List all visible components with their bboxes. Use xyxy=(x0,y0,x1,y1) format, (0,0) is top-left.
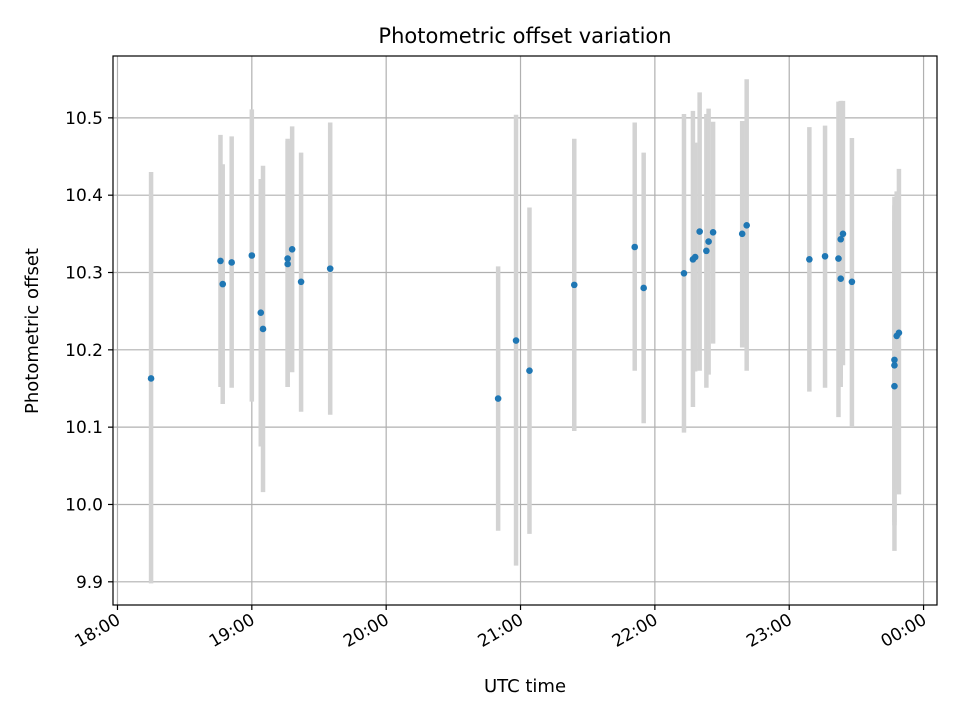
data-point xyxy=(288,246,296,253)
data-point xyxy=(217,257,224,265)
y-tick-label: 10.4 xyxy=(65,186,103,206)
data-point xyxy=(891,382,898,390)
plot-frame xyxy=(112,55,938,606)
data-point xyxy=(835,255,842,262)
data-point xyxy=(259,325,267,333)
data-point xyxy=(738,230,746,238)
x-axis-label: UTC time xyxy=(484,676,566,697)
y-tick-label: 10.1 xyxy=(65,418,103,438)
y-tick-label: 10.5 xyxy=(65,109,103,129)
data-point xyxy=(837,235,845,243)
data-point xyxy=(891,361,898,369)
data-point xyxy=(284,260,291,268)
data-point xyxy=(703,247,710,255)
data-point xyxy=(228,259,235,266)
data-point xyxy=(680,269,688,277)
data-point xyxy=(219,280,227,288)
data-point xyxy=(705,238,712,245)
y-tick-label: 10.0 xyxy=(65,495,103,515)
data-point xyxy=(297,278,305,286)
data-point xyxy=(891,356,898,364)
chart-title: Photometric offset variation xyxy=(378,24,671,48)
data-point xyxy=(640,284,647,292)
data-point xyxy=(848,278,856,286)
data-point xyxy=(326,265,334,272)
data-point xyxy=(743,222,750,229)
data-point xyxy=(526,367,533,375)
data-point xyxy=(895,329,903,337)
y-tick-label: 9.9 xyxy=(76,573,103,593)
data-point xyxy=(248,252,256,259)
data-point xyxy=(709,228,717,236)
data-point xyxy=(284,255,291,262)
data-point xyxy=(696,228,703,235)
data-point xyxy=(494,395,502,402)
data-point xyxy=(839,230,847,238)
y-axis-label: Photometric offset xyxy=(22,248,43,414)
data-point xyxy=(147,375,155,382)
data-point xyxy=(821,252,829,260)
data-point xyxy=(257,309,265,317)
data-points xyxy=(147,222,903,402)
data-point xyxy=(837,275,845,282)
data-point xyxy=(631,243,639,251)
data-point xyxy=(806,256,813,263)
y-tick-label: 10.2 xyxy=(65,341,103,361)
data-point xyxy=(570,281,578,289)
data-point xyxy=(512,337,520,344)
data-point xyxy=(691,253,699,261)
y-tick-label: 10.3 xyxy=(65,264,103,284)
